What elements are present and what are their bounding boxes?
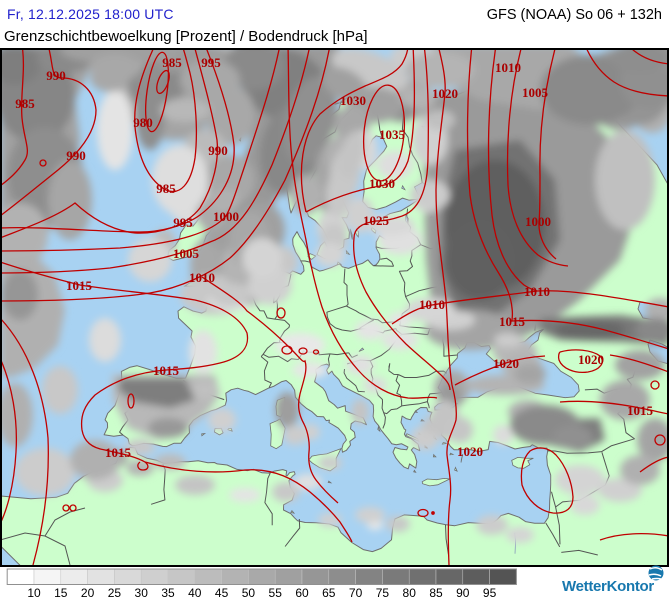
svg-text:75: 75	[376, 586, 390, 600]
svg-text:1010: 1010	[524, 284, 550, 299]
svg-text:1015: 1015	[153, 363, 180, 378]
svg-text:1010: 1010	[189, 270, 215, 285]
svg-text:985: 985	[162, 55, 182, 70]
svg-text:1020: 1020	[432, 86, 458, 101]
svg-text:60: 60	[295, 586, 309, 600]
svg-text:15: 15	[54, 586, 68, 600]
svg-text:1005: 1005	[522, 85, 549, 100]
svg-text:80: 80	[403, 586, 417, 600]
svg-text:990: 990	[66, 148, 86, 163]
svg-text:1025: 1025	[363, 213, 390, 228]
svg-text:995: 995	[201, 55, 221, 70]
svg-text:Fr, 12.12.2025 18:00 UTC: Fr, 12.12.2025 18:00 UTC	[7, 6, 174, 22]
svg-text:1000: 1000	[213, 209, 239, 224]
svg-text:1005: 1005	[173, 246, 200, 261]
svg-text:1030: 1030	[369, 176, 395, 191]
svg-text:985: 985	[15, 96, 35, 111]
svg-text:1020: 1020	[493, 356, 519, 371]
svg-text:1010: 1010	[419, 297, 445, 312]
svg-text:45: 45	[215, 586, 229, 600]
svg-text:980: 980	[133, 115, 153, 130]
svg-text:55: 55	[269, 586, 283, 600]
svg-text:GFS (NOAA) So 06 + 132h: GFS (NOAA) So 06 + 132h	[487, 7, 662, 23]
svg-text:1010: 1010	[495, 60, 521, 75]
svg-text:85: 85	[429, 586, 443, 600]
svg-text:985: 985	[156, 181, 176, 196]
svg-text:1015: 1015	[499, 314, 526, 329]
svg-text:40: 40	[188, 586, 202, 600]
svg-text:995: 995	[173, 215, 193, 230]
svg-text:20: 20	[81, 586, 95, 600]
svg-text:35: 35	[161, 586, 175, 600]
svg-text:30: 30	[135, 586, 149, 600]
svg-text:70: 70	[349, 586, 363, 600]
svg-text:1020: 1020	[457, 444, 483, 459]
svg-text:1015: 1015	[627, 403, 654, 418]
svg-text:1000: 1000	[525, 214, 551, 229]
svg-text:990: 990	[46, 68, 66, 83]
svg-text:WetterKontor: WetterKontor	[562, 578, 654, 595]
svg-text:65: 65	[322, 586, 336, 600]
svg-text:95: 95	[483, 586, 497, 600]
svg-text:1020: 1020	[578, 352, 604, 367]
svg-text:50: 50	[242, 586, 256, 600]
svg-text:1015: 1015	[105, 445, 132, 460]
svg-text:1035: 1035	[379, 127, 406, 142]
svg-text:25: 25	[108, 586, 122, 600]
svg-text:90: 90	[456, 586, 470, 600]
svg-text:Grenzschichtbewoelkung [Prozen: Grenzschichtbewoelkung [Prozent] / Boden…	[4, 28, 368, 45]
svg-text:990: 990	[208, 143, 228, 158]
svg-text:1015: 1015	[66, 278, 93, 293]
svg-text:10: 10	[27, 586, 41, 600]
svg-text:1030: 1030	[340, 93, 366, 108]
